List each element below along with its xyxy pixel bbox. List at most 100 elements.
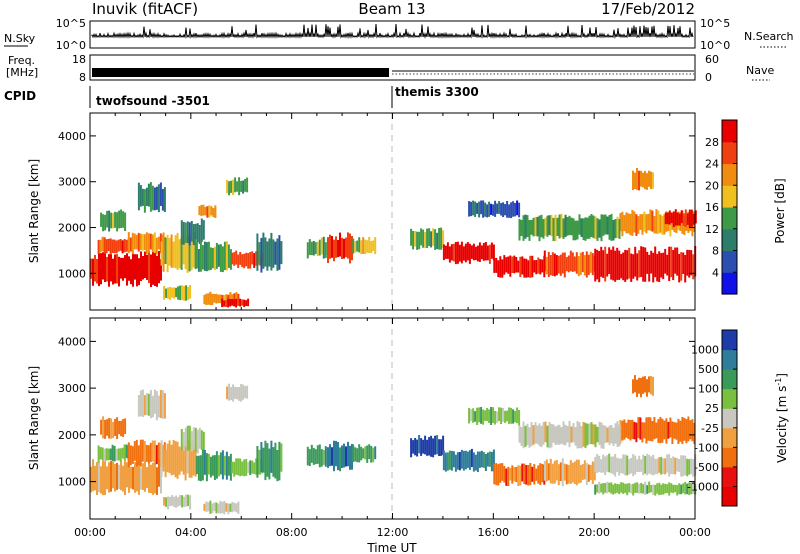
velocity-gate bbox=[681, 417, 684, 444]
velocity-cell bbox=[256, 440, 283, 482]
velocity-gate bbox=[624, 483, 627, 493]
velocity-gate bbox=[634, 455, 637, 475]
power-gate bbox=[163, 187, 166, 212]
velocity-gate bbox=[675, 422, 678, 440]
power-gate bbox=[368, 236, 371, 253]
velocity-gate bbox=[692, 481, 695, 494]
power-gate bbox=[614, 219, 617, 239]
power-gate bbox=[493, 258, 496, 273]
velocity-gate bbox=[154, 459, 156, 494]
velocity-gate bbox=[468, 407, 471, 424]
velocity-gate bbox=[318, 444, 321, 468]
power-gate bbox=[646, 173, 648, 190]
power-gate bbox=[201, 245, 204, 270]
power-gate bbox=[496, 203, 499, 214]
velocity-gate bbox=[331, 447, 333, 466]
power-gate bbox=[502, 202, 505, 217]
velocity-cell bbox=[137, 389, 166, 421]
power-gate bbox=[217, 294, 220, 304]
velocity-gate bbox=[209, 456, 212, 478]
power-gate bbox=[550, 214, 553, 237]
power-cell bbox=[256, 232, 283, 273]
power-gate bbox=[482, 200, 485, 218]
power-gate bbox=[642, 246, 645, 282]
power-gate bbox=[663, 214, 666, 235]
velocity-gate bbox=[238, 387, 241, 401]
power-cell bbox=[90, 251, 162, 287]
velocity-gate bbox=[590, 422, 593, 445]
velocity-gate bbox=[194, 446, 197, 477]
power-gate bbox=[495, 257, 498, 273]
power-gate bbox=[209, 291, 212, 306]
power-cell bbox=[180, 218, 205, 246]
power-cell bbox=[543, 250, 596, 278]
velocity-gate bbox=[523, 463, 526, 485]
power-cell bbox=[632, 168, 654, 191]
power-gate bbox=[356, 240, 359, 252]
power-gate bbox=[156, 255, 158, 287]
power-gate bbox=[462, 246, 465, 261]
power-gate bbox=[155, 237, 158, 255]
power-gate bbox=[278, 235, 281, 270]
velocity-gate bbox=[618, 458, 621, 476]
velocity-gate bbox=[656, 483, 659, 494]
power-gate bbox=[565, 257, 568, 272]
velocity-colorbar-tick-label: 500 bbox=[698, 363, 719, 376]
velocity-gate bbox=[498, 407, 501, 422]
power-gate bbox=[434, 229, 437, 250]
power-gate bbox=[240, 180, 243, 192]
velocity-gate bbox=[98, 461, 100, 493]
power-gate bbox=[474, 201, 477, 217]
power-gate bbox=[549, 255, 552, 276]
power-gate bbox=[637, 216, 640, 234]
power-gate bbox=[536, 216, 539, 237]
velocity-gate bbox=[638, 483, 641, 494]
velocity-gate bbox=[608, 482, 611, 493]
power-gate bbox=[202, 220, 205, 240]
velocity-gate bbox=[110, 418, 113, 439]
velocity-gate bbox=[536, 425, 539, 444]
power-cell bbox=[327, 232, 353, 264]
velocity-cell bbox=[180, 425, 205, 454]
power-gate bbox=[129, 237, 132, 252]
power-gate bbox=[648, 170, 650, 187]
velocity-gate bbox=[604, 425, 607, 443]
power-gate bbox=[650, 171, 652, 190]
power-gate bbox=[132, 254, 134, 287]
power-gate bbox=[168, 238, 171, 266]
power-gate bbox=[157, 236, 160, 250]
power-gate bbox=[660, 253, 663, 278]
velocity-gate bbox=[686, 483, 689, 495]
power-gate bbox=[638, 170, 640, 191]
power-gate bbox=[150, 254, 152, 287]
velocity-gate bbox=[182, 443, 185, 475]
velocity-gate bbox=[689, 420, 692, 440]
power-gate bbox=[110, 253, 112, 282]
velocity-gate bbox=[157, 395, 160, 418]
power-gate bbox=[339, 232, 341, 257]
velocity-gate bbox=[622, 482, 625, 494]
velocity-gate bbox=[470, 409, 473, 421]
noise-left-label: N.Sky bbox=[4, 32, 36, 45]
velocity-gate bbox=[658, 482, 661, 496]
power-gate bbox=[541, 259, 544, 273]
power-gate bbox=[612, 246, 615, 281]
velocity-gate bbox=[606, 427, 609, 443]
power-gate bbox=[186, 236, 189, 273]
velocity-gate bbox=[524, 425, 527, 447]
velocity-gate bbox=[576, 421, 579, 449]
power-gate bbox=[518, 202, 521, 218]
power-gate bbox=[204, 206, 207, 216]
velocity-gate bbox=[518, 410, 521, 426]
power-gate bbox=[131, 232, 134, 255]
velocity-gate bbox=[113, 445, 116, 462]
velocity-gate bbox=[160, 462, 162, 494]
power-gate bbox=[634, 172, 636, 189]
power-gate bbox=[145, 232, 148, 255]
velocity-gate bbox=[632, 483, 635, 496]
power-gate bbox=[450, 244, 453, 261]
velocity-gate bbox=[178, 446, 181, 475]
velocity-gate bbox=[162, 444, 165, 472]
power-colorbar-segment bbox=[722, 185, 737, 208]
power-gate bbox=[546, 215, 549, 237]
